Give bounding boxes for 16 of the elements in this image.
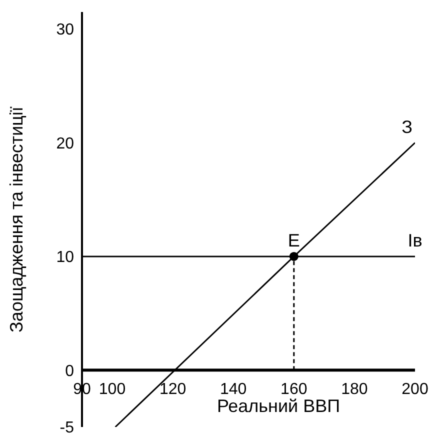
x-tick-label: 140 <box>220 381 247 398</box>
y-tick-label: 0 <box>65 362 74 380</box>
x-tick-label: 100 <box>98 381 126 398</box>
y-tick-label: 20 <box>56 135 74 152</box>
x-tick-label: 180 <box>341 381 368 398</box>
x-tick-label: 120 <box>159 381 186 398</box>
x-axis-title: Реальний ВВП <box>216 396 340 416</box>
y-tick-label: 10 <box>56 249 74 266</box>
series-label: З <box>402 116 412 137</box>
series-label: E <box>288 230 300 250</box>
x-tick-label: 200 <box>402 381 428 398</box>
y-tick-label: -5 <box>60 420 74 434</box>
y-tick-label: 30 <box>56 22 74 39</box>
y-axis-title: Заощадження та інвестиції <box>6 106 26 332</box>
series-label: Iв <box>408 230 422 250</box>
x-tick-label: 160 <box>280 381 308 398</box>
